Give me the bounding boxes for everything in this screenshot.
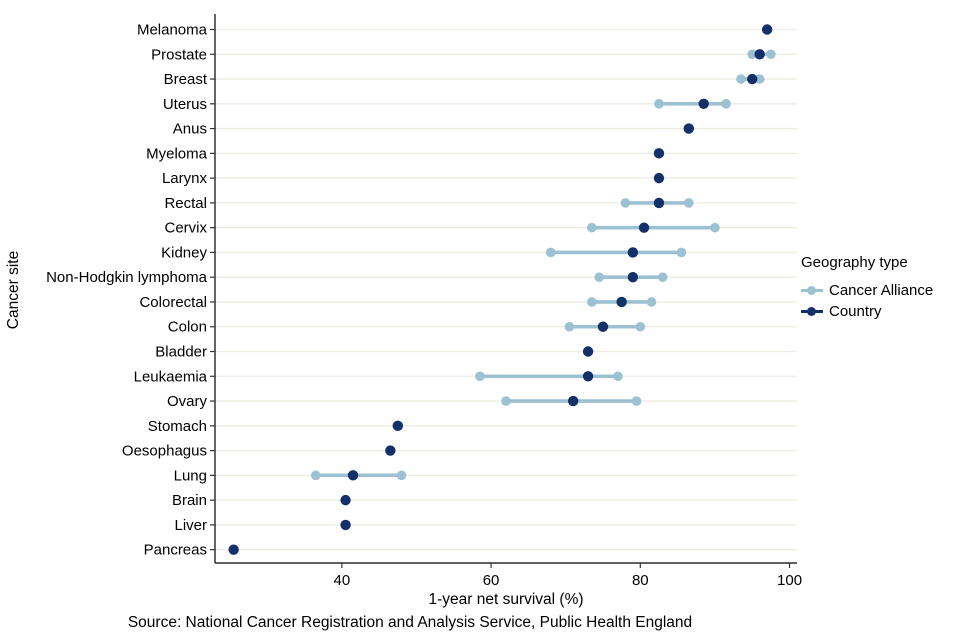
legend-key-dot bbox=[807, 286, 816, 295]
country-dot bbox=[340, 519, 351, 531]
y-tick-label: Uterus bbox=[163, 96, 207, 113]
country-dot bbox=[638, 222, 650, 233]
y-tick-label: Leukaemia bbox=[134, 368, 208, 385]
y-tick-label: Melanoma bbox=[137, 22, 208, 39]
country-dot bbox=[653, 148, 665, 159]
country-dot bbox=[653, 197, 665, 209]
alliance-max-dot bbox=[631, 396, 642, 406]
alliance-max-dot bbox=[754, 74, 765, 84]
alliance-min-dot bbox=[475, 371, 485, 382]
x-tick-label: 80 bbox=[632, 572, 649, 589]
legend-item-label: Cancer Alliance bbox=[829, 282, 934, 299]
y-tick-label: Brain bbox=[172, 492, 207, 509]
y-tick-label: Pancreas bbox=[144, 542, 207, 559]
alliance-min-dot bbox=[654, 99, 664, 109]
y-tick-label: Colon bbox=[168, 319, 207, 336]
alliance-min-dot bbox=[620, 198, 631, 208]
country-dot bbox=[392, 420, 404, 432]
legend-item: Country bbox=[801, 301, 933, 322]
alliance-min-dot bbox=[747, 49, 758, 60]
country-dot bbox=[340, 494, 351, 506]
legend-title: Geography type bbox=[801, 254, 908, 271]
country-dot bbox=[385, 445, 396, 456]
x-axis-title: 1-year net survival (%) bbox=[428, 591, 584, 608]
y-tick-label: Rectal bbox=[164, 195, 207, 212]
alliance-min-dot bbox=[594, 272, 605, 283]
legend-key-dot bbox=[807, 307, 816, 316]
alliance-max-dot bbox=[396, 470, 407, 481]
x-tick-label: 100 bbox=[777, 572, 802, 589]
country-dot bbox=[653, 172, 665, 184]
alliance-max-dot bbox=[721, 99, 731, 109]
alliance-max-dot bbox=[646, 297, 657, 307]
alliance-max-dot bbox=[684, 198, 694, 208]
legend-key-pointrange-icon bbox=[801, 305, 823, 319]
country-dot bbox=[347, 470, 359, 481]
alliance-max-dot bbox=[613, 371, 623, 382]
x-tick-label: 60 bbox=[483, 572, 500, 589]
alliance-max-dot bbox=[676, 247, 687, 258]
country-dot bbox=[597, 321, 609, 332]
y-tick-label: Stomach bbox=[148, 418, 207, 435]
country-dot bbox=[747, 73, 758, 85]
y-tick-label: Kidney bbox=[161, 244, 207, 261]
alliance-min-dot bbox=[501, 396, 511, 406]
y-tick-label: Oesophagus bbox=[122, 443, 207, 460]
y-tick-label: Anus bbox=[173, 121, 207, 138]
y-tick-label: Breast bbox=[164, 71, 208, 88]
y-tick-label: Bladder bbox=[155, 344, 207, 361]
y-tick-label: Cervix bbox=[164, 220, 207, 237]
x-tick-label: 40 bbox=[334, 572, 351, 589]
legend-key-pointrange-icon bbox=[801, 284, 823, 298]
y-tick-label: Non-Hodgkin lymphoma bbox=[46, 269, 208, 286]
country-dot bbox=[582, 346, 594, 357]
legend-item: Cancer Alliance bbox=[801, 280, 933, 301]
country-dot bbox=[627, 247, 639, 258]
y-tick-label: Ovary bbox=[167, 393, 208, 410]
y-tick-label: Lung bbox=[174, 467, 207, 484]
y-tick-label: Myeloma bbox=[146, 145, 208, 162]
alliance-min-dot bbox=[736, 74, 746, 84]
country-dot bbox=[567, 395, 579, 407]
y-tick-label: Larynx bbox=[162, 170, 208, 187]
y-axis-title: Cancer site bbox=[5, 250, 22, 330]
y-tick-label: Colorectal bbox=[139, 294, 207, 311]
country-dot bbox=[698, 98, 709, 110]
alliance-min-dot bbox=[545, 247, 556, 258]
alliance-max-dot bbox=[710, 222, 720, 233]
alliance-max-dot bbox=[657, 272, 668, 283]
alliance-min-dot bbox=[587, 222, 597, 233]
country-dot bbox=[627, 272, 639, 283]
alliance-min-dot bbox=[310, 470, 321, 481]
country-dot bbox=[761, 24, 773, 35]
alliance-max-dot bbox=[766, 49, 776, 60]
alliance-min-dot bbox=[587, 297, 597, 307]
y-tick-label: Prostate bbox=[151, 46, 207, 63]
legend-item-label: Country bbox=[829, 303, 882, 320]
country-dot bbox=[754, 49, 765, 60]
country-dot bbox=[582, 371, 594, 382]
country-dot bbox=[616, 296, 627, 308]
legend: Geography type Cancer Alliance Country bbox=[801, 254, 933, 322]
country-dot bbox=[683, 123, 695, 134]
source-caption: Source: National Cancer Registration and… bbox=[127, 614, 693, 631]
alliance-max-dot bbox=[635, 321, 646, 332]
alliance-min-dot bbox=[564, 321, 575, 332]
y-tick-label: Liver bbox=[174, 517, 207, 534]
legend-items: Cancer Alliance Country bbox=[801, 280, 933, 322]
country-dot bbox=[228, 544, 239, 555]
